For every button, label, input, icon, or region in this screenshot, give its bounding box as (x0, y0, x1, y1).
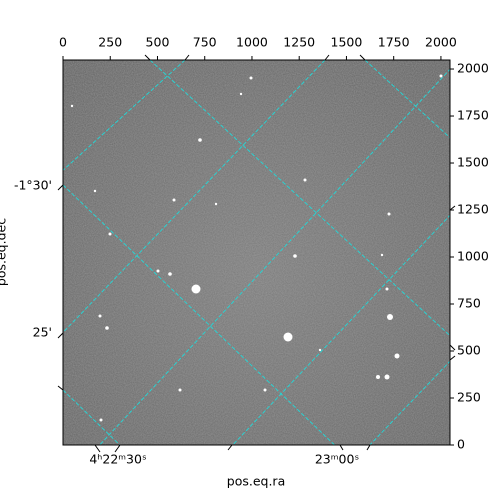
ra-tick-label: 4ʰ22ᵐ30ˢ (89, 452, 146, 467)
x-axis-label: pos.eq.ra (227, 474, 285, 489)
y-tick-label: 1500 (457, 155, 489, 170)
dec-tick-label: -1°30' (14, 178, 52, 193)
x-tick-label: 750 (193, 35, 217, 50)
coordinate-grid (63, 60, 450, 445)
x-tick-label: 2000 (425, 35, 457, 50)
x-tick-label: 500 (146, 35, 170, 50)
y-tick-label: 2000 (457, 61, 489, 76)
y-tick-label: 250 (457, 390, 481, 405)
y-tick-label: 1250 (457, 202, 489, 217)
stars (70, 74, 443, 422)
x-tick-label: 1500 (331, 35, 363, 50)
y-tick-label: 750 (457, 296, 481, 311)
world-ticks (57, 54, 456, 453)
y-axis-label: pos.eq.dec (0, 218, 9, 286)
x-tick-label: 0 (59, 35, 67, 50)
x-tick-label: 1750 (378, 35, 410, 50)
y-tick-label: 1000 (457, 249, 489, 264)
sky-image (63, 60, 450, 445)
dec-tick-label: 25' (33, 325, 52, 340)
x-tick-label: 1000 (236, 35, 268, 50)
x-tick-label: 250 (98, 35, 122, 50)
y-tick-label: 500 (457, 343, 481, 358)
frame (62, 59, 451, 446)
x-tick-label: 1250 (283, 35, 315, 50)
y-tick-label: 1750 (457, 108, 489, 123)
y-tick-label: 0 (457, 437, 465, 452)
ra-tick-label: 23ᵐ00ˢ (315, 452, 359, 467)
